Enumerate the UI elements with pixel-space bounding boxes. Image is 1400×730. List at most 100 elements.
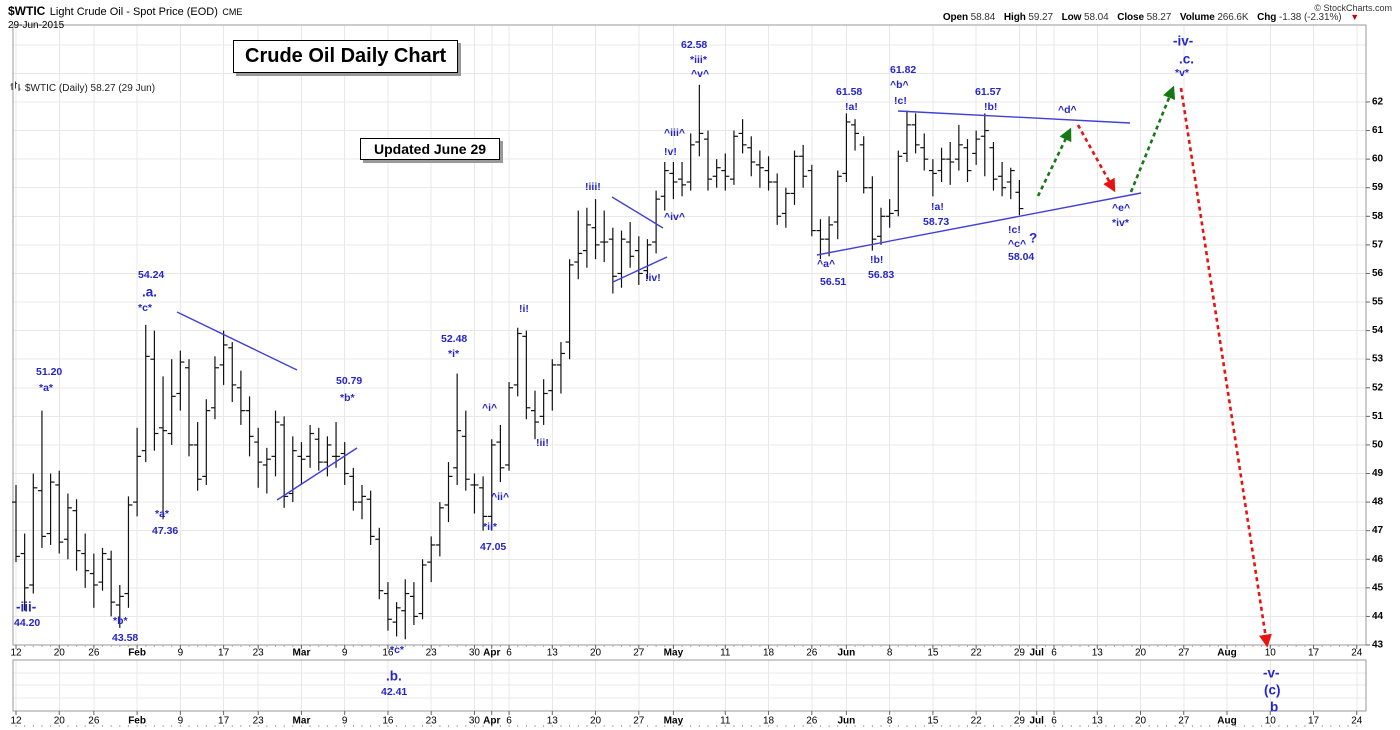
wave-annotation: !i! [519, 303, 529, 315]
wave-annotation: -v- [1263, 666, 1280, 681]
svg-text:57: 57 [1372, 239, 1384, 250]
svg-text:50: 50 [1372, 439, 1384, 450]
wave-annotation: ? [1029, 231, 1037, 246]
wave-annotation: 61.57 [975, 86, 1001, 98]
wave-annotation: *iv* [1112, 217, 1130, 229]
wave-annotations: 51.20 *a* -iii- 44.20 *b* 43.58 54.24 .a. *c* *a*… [14, 34, 1281, 715]
wave-annotation: 56.51 [820, 276, 846, 288]
y-axis-price-scale: 43 44 45 46 47 48 49 50 51 52 53 54 55 56 57 58 59 60 61 62 [1366, 96, 1384, 651]
svg-text:48: 48 [1372, 497, 1384, 508]
high-value: 59.27 [1028, 12, 1053, 23]
wave-annotation: 61.58 [836, 86, 862, 98]
chart-watermark-text: $WTIC (Daily) 58.27 (29 Jun) [25, 82, 156, 94]
svg-text:May: May [664, 716, 684, 727]
wave-annotation: !iii! [585, 181, 601, 193]
svg-text:8: 8 [887, 716, 893, 727]
x-axis-dates: 12 12 20 20 26 26 Feb Feb 9 9 17 17 23 23 Mar Mar 9 9 16 16… [10, 645, 1363, 727]
svg-text:18: 18 [763, 648, 775, 659]
exchange-label: CME [222, 7, 243, 17]
wave-annotation: 52.48 [441, 333, 467, 345]
wave-annotation: 58.73 [923, 216, 949, 228]
wave-annotation: ^iii^ [664, 127, 685, 139]
chart-type-icon [10, 81, 21, 95]
chart-header: $WTIC Light Crude Oil - Spot Price (EOD)… [8, 4, 242, 32]
svg-text:Jul: Jul [1029, 648, 1044, 659]
svg-text:13: 13 [1092, 648, 1104, 659]
svg-text:Apr: Apr [483, 648, 500, 659]
svg-text:16: 16 [382, 648, 394, 659]
wave-annotation: ^d^ [1058, 104, 1077, 116]
svg-text:49: 49 [1372, 468, 1384, 479]
wave-annotation: ^e^ [1112, 202, 1130, 214]
svg-text:Aug: Aug [1217, 716, 1236, 727]
wave-annotation: 44.20 [14, 617, 40, 629]
svg-text:Aug: Aug [1217, 648, 1236, 659]
trendlines [176, 110, 1142, 501]
svg-text:8: 8 [887, 648, 893, 659]
wave-annotation: -iii- [16, 600, 36, 615]
wave-annotation: *c* [390, 644, 405, 656]
svg-text:51: 51 [1372, 411, 1384, 422]
wave-annotation: .c. [1179, 52, 1194, 67]
low-label: Low [1061, 12, 1082, 23]
wave-annotation: -iv- [1173, 34, 1193, 49]
svg-text:26: 26 [806, 716, 818, 727]
updated-annotation-box: Updated June 29 [360, 138, 501, 160]
wave-annotation: *b* [340, 392, 356, 404]
svg-text:6: 6 [1051, 648, 1057, 659]
svg-text:20: 20 [590, 648, 602, 659]
svg-text:27: 27 [633, 716, 645, 727]
svg-text:Feb: Feb [128, 648, 146, 659]
svg-text:6: 6 [1051, 716, 1057, 727]
open-value: 58.84 [970, 12, 996, 23]
instrument-description: Light Crude Oil - Spot Price (EOD) [49, 6, 218, 18]
svg-text:26: 26 [806, 648, 818, 659]
svg-text:56: 56 [1372, 268, 1384, 279]
svg-text:12: 12 [10, 716, 22, 727]
wave-annotation: 62.58 [681, 39, 707, 51]
svg-text:10: 10 [1265, 648, 1277, 659]
svg-text:9: 9 [178, 716, 184, 727]
close-label: Close [1117, 12, 1144, 23]
chart-date: 29-Jun-2015 [8, 20, 65, 31]
svg-text:30: 30 [469, 648, 481, 659]
wave-annotation: 47.36 [152, 525, 178, 537]
close-value: 58.27 [1146, 12, 1172, 23]
wave-annotation: 58.04 [1008, 251, 1034, 263]
svg-text:6: 6 [506, 648, 512, 659]
svg-text:62: 62 [1372, 96, 1384, 107]
wave-annotation: *v* [1175, 67, 1190, 79]
svg-text:10: 10 [1265, 716, 1277, 727]
svg-text:30: 30 [469, 716, 481, 727]
svg-text:20: 20 [54, 716, 66, 727]
svg-text:9: 9 [342, 648, 348, 659]
ticker-symbol: $WTIC [8, 4, 46, 18]
svg-text:29: 29 [1014, 648, 1026, 659]
svg-text:13: 13 [547, 648, 559, 659]
chart-title-box: Crude Oil Daily Chart [233, 40, 459, 73]
svg-text:17: 17 [218, 648, 230, 659]
svg-text:13: 13 [1092, 716, 1104, 727]
svg-text:45: 45 [1372, 582, 1384, 593]
chg-value: -1.38 (-2.31%) [1278, 12, 1342, 23]
svg-text:9: 9 [178, 648, 184, 659]
wave-annotation: ^v^ [691, 68, 709, 80]
wave-annotation: 42.41 [381, 686, 407, 698]
chart-watermark-label: $WTIC (Daily) 58.27 (29 Jun) [10, 81, 155, 95]
svg-text:44: 44 [1372, 611, 1384, 622]
svg-text:53: 53 [1372, 354, 1384, 365]
wave-annotation: *c* [138, 302, 153, 314]
svg-text:23: 23 [426, 648, 438, 659]
wave-annotation: !iv! [645, 272, 661, 284]
svg-text:Jun: Jun [838, 716, 856, 727]
svg-text:17: 17 [1308, 648, 1320, 659]
svg-text:55: 55 [1372, 297, 1384, 308]
svg-text:Jul: Jul [1029, 716, 1044, 727]
svg-text:Jun: Jun [838, 648, 856, 659]
svg-text:20: 20 [54, 648, 66, 659]
wave-annotation: *a* [39, 382, 54, 394]
svg-text:Mar: Mar [293, 716, 311, 727]
panel-borders [12, 24, 1367, 712]
svg-text:May: May [664, 648, 684, 659]
